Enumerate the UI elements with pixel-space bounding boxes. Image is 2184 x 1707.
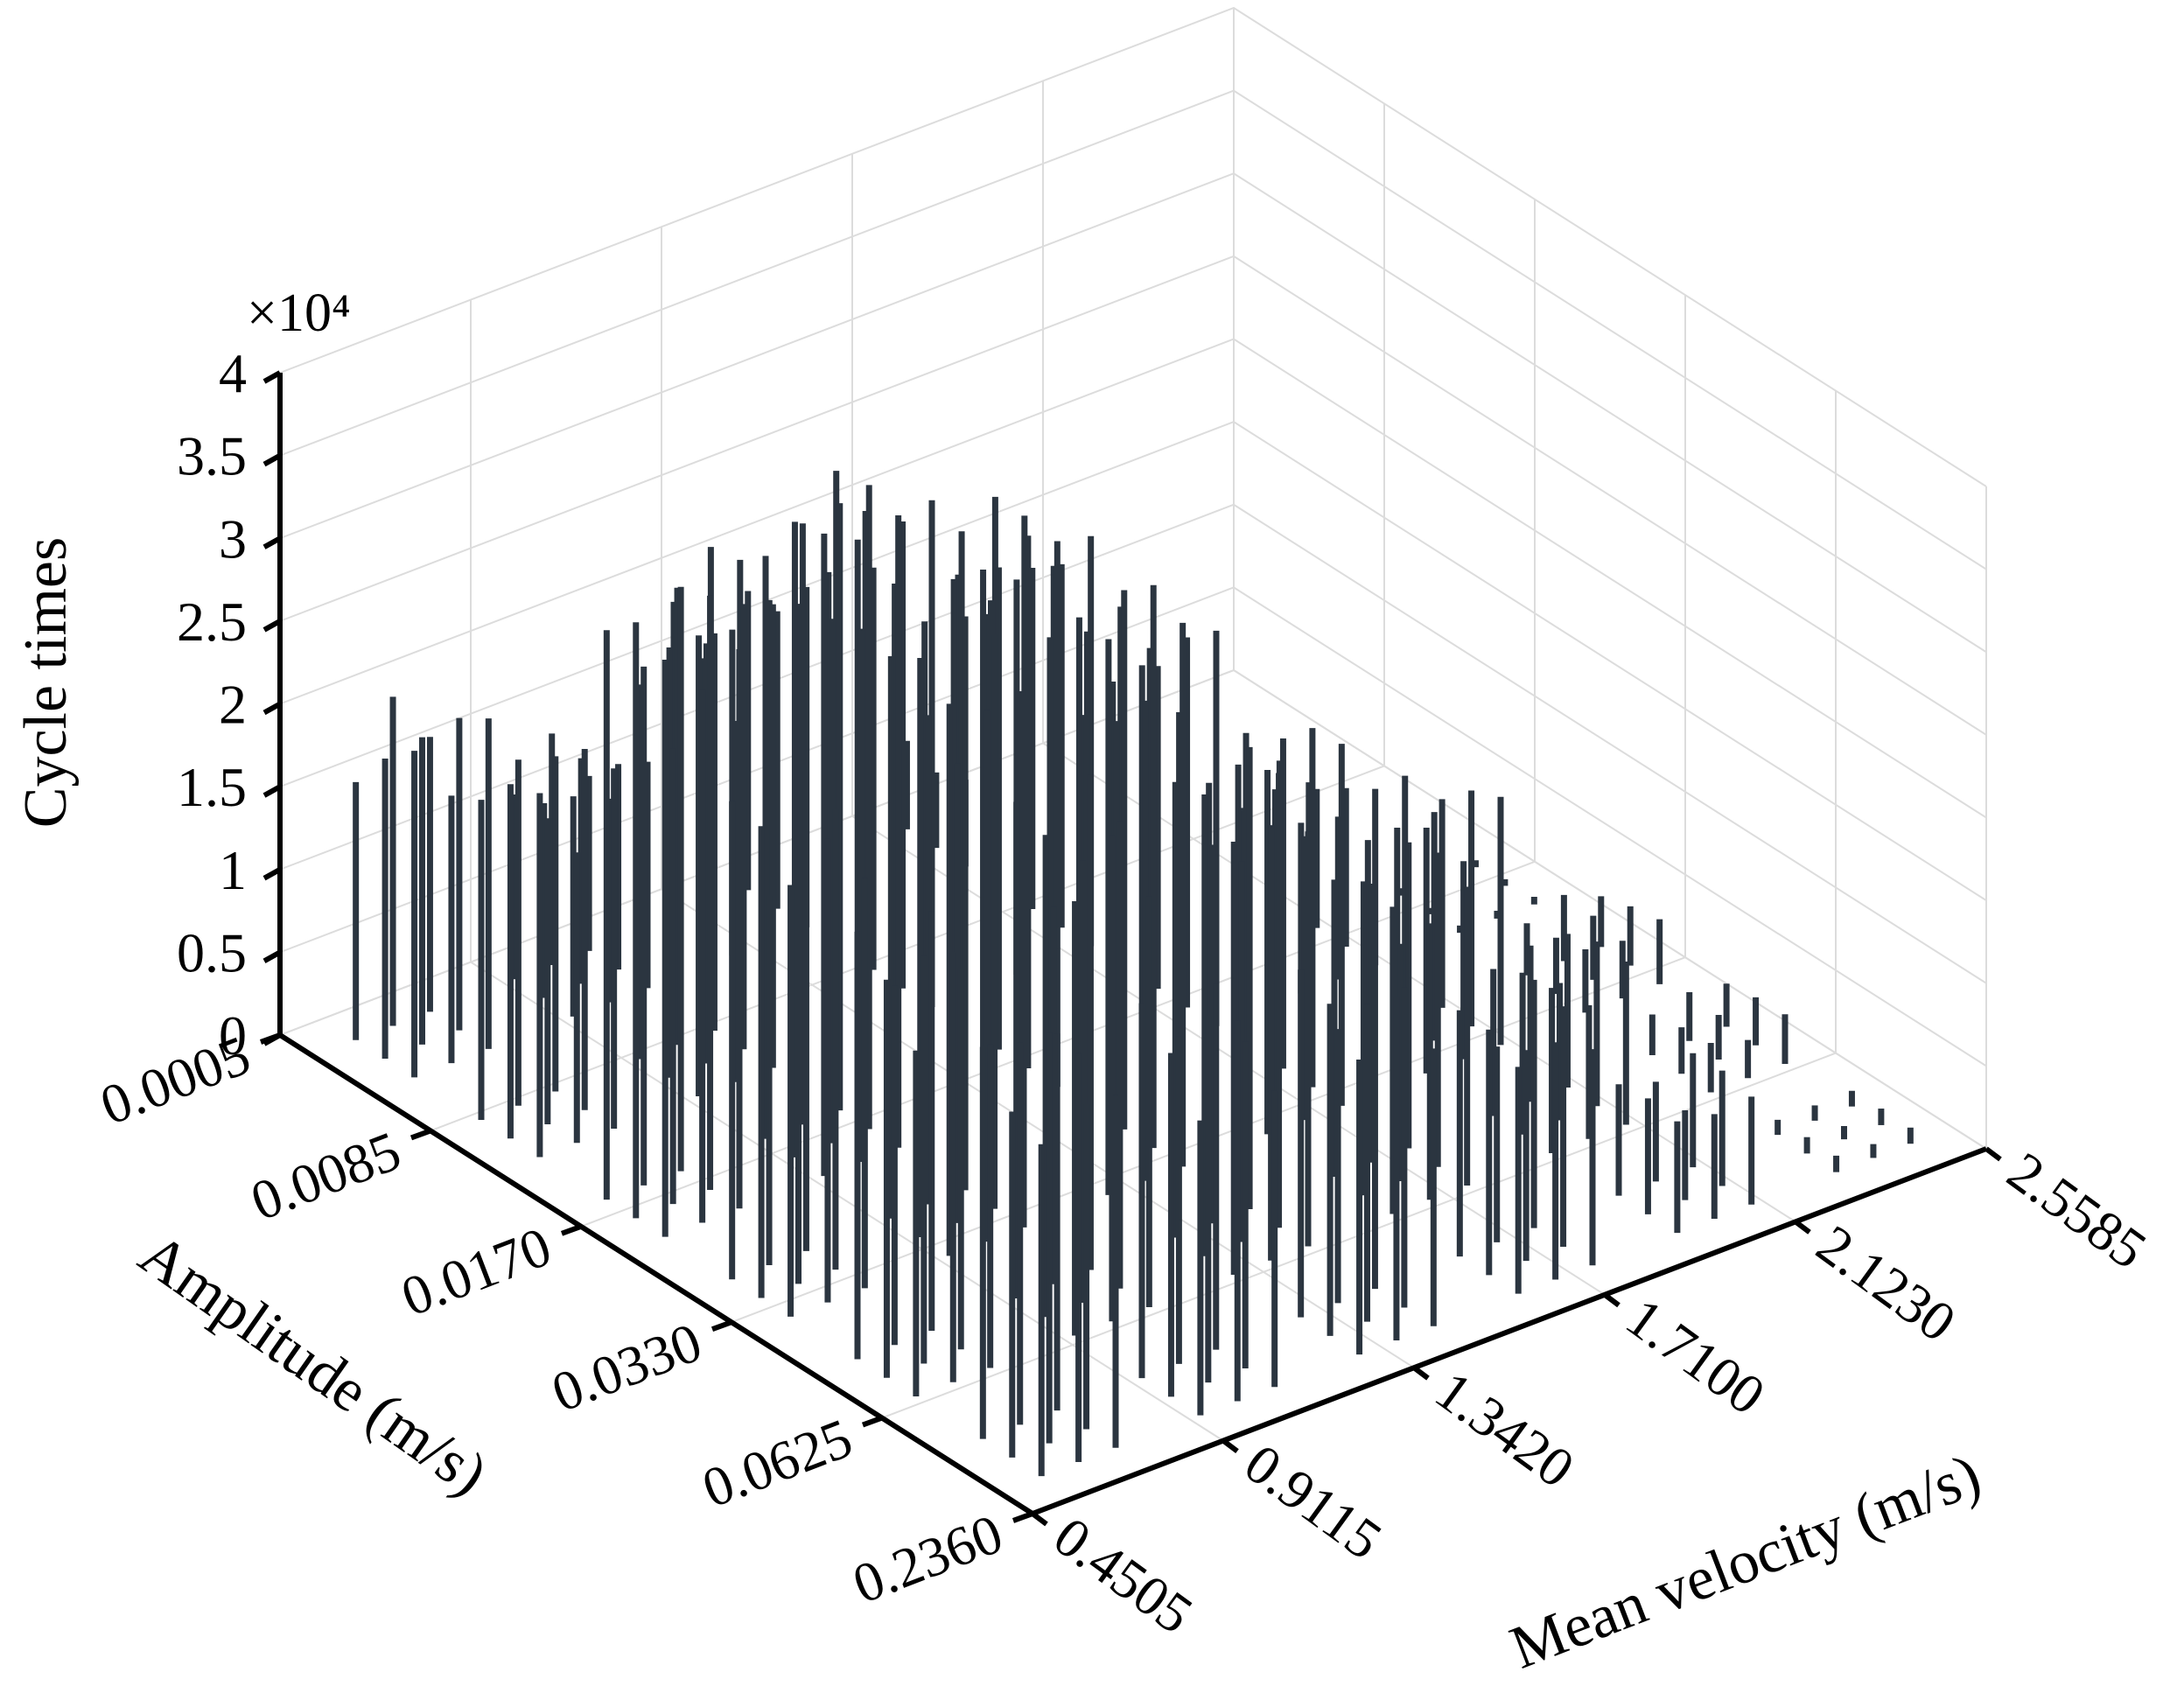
grid: [279, 6, 1987, 1515]
amplitude-tick-label: 0.0085: [242, 1119, 409, 1232]
z-tick: [262, 619, 282, 633]
z-tick: [262, 701, 282, 716]
grid-line-z-7: [279, 89, 1987, 570]
z-tick: [262, 535, 282, 549]
amplitude-tick: [1012, 1511, 1034, 1523]
velocity-tick: [1984, 1146, 2002, 1162]
velocity-tick-label: 0.4505: [1043, 1505, 1204, 1646]
axes: [259, 370, 2002, 1527]
amplitude-tick-label: 0.0005: [92, 1024, 258, 1137]
velocity-tick: [1794, 1220, 1811, 1235]
amplitude-tick: [259, 1032, 282, 1045]
z-tick-label: 2.5: [177, 591, 247, 653]
amplitude-axis-line: [278, 1032, 1034, 1516]
amplitude-tick-label: 0.0170: [393, 1215, 559, 1328]
amplitude-tick: [861, 1415, 884, 1428]
velocity-tick-label: 2.5585: [1997, 1140, 2158, 1281]
z-tick-label: 3.5: [177, 425, 247, 487]
z-tick-label: 0.5: [177, 921, 247, 983]
grid-line-amp-1: [430, 103, 1385, 1132]
z-tick-label: 1.5: [177, 756, 247, 818]
velocity-axis-title: Mean velocity (m/s): [1502, 1441, 1990, 1682]
velocity-tick: [1222, 1438, 1239, 1453]
grid-line-z-4: [279, 338, 1987, 819]
velocity-tick-label: 1.3420: [1424, 1359, 1586, 1500]
z-tick-label: 2: [219, 674, 247, 736]
grid-line-z-8: [279, 6, 1987, 487]
amplitude-tick-label: 0.0625: [694, 1406, 860, 1519]
z-tick: [262, 370, 282, 384]
grid-line-z-2: [279, 503, 1987, 984]
z-tick-label: 0: [219, 1004, 247, 1067]
grid-line-z-6: [279, 172, 1987, 654]
z-tick-label: 1: [219, 839, 247, 901]
velocity-axis-line: [1031, 1146, 1988, 1516]
z-axis-title: Cycle times: [12, 537, 80, 828]
grid-line-z-3: [279, 421, 1987, 901]
z-tick-label: 4: [219, 342, 247, 404]
amplitude-tick: [560, 1223, 583, 1236]
amplitude-tick: [410, 1128, 432, 1141]
grid-line-z-5: [279, 255, 1987, 736]
grid-line-amp-0: [279, 8, 1235, 1036]
velocity-tick: [1412, 1365, 1430, 1381]
amplitude-tick-label: 0.0330: [543, 1311, 710, 1424]
velocity-tick: [1031, 1511, 1048, 1527]
velocity-tick-label: 1.7100: [1615, 1286, 1776, 1427]
velocity-tick-label: 2.1230: [1806, 1213, 1967, 1354]
z-tick: [262, 784, 282, 798]
z-tick: [262, 867, 282, 881]
z-multiplier: ×10⁴: [247, 283, 351, 343]
amplitude-tick: [710, 1319, 733, 1333]
z-tick: [262, 949, 282, 963]
z-tick-label: 3: [219, 507, 247, 570]
amplitude-tick-label: 0.2360: [844, 1502, 1011, 1615]
grid-line-z-0: [279, 668, 1987, 1150]
velocity-tick-label: 0.9115: [1234, 1431, 1393, 1571]
z-tick: [262, 453, 282, 467]
bars: [353, 471, 1914, 1477]
velocity-tick: [1603, 1292, 1620, 1308]
